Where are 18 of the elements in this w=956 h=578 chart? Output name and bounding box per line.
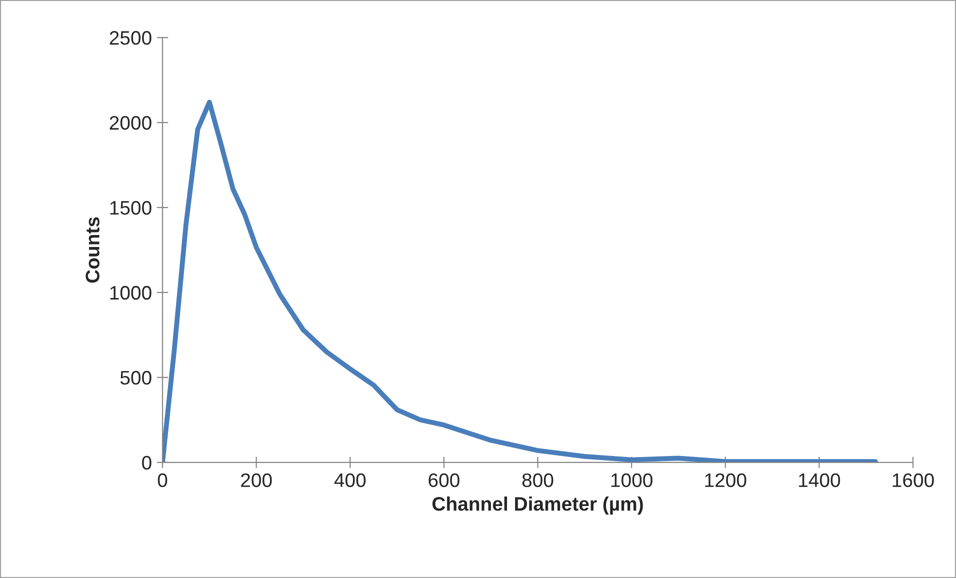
- y-tick-label: 1500: [110, 200, 152, 215]
- x-tick-label: 0: [158, 473, 168, 488]
- x-tick-label: 1000: [611, 473, 652, 488]
- x-tick-label: 400: [334, 473, 366, 488]
- x-tick-label: 1600: [892, 473, 934, 488]
- x-tick-label: 800: [522, 473, 554, 488]
- x-tick-label: 200: [241, 473, 272, 488]
- y-tick-label: 2500: [110, 31, 152, 45]
- line-series: [162, 100, 878, 462]
- y-tick-label: 2000: [110, 116, 152, 130]
- y-tick-label: 500: [120, 370, 152, 385]
- y-tick-label: 0: [142, 456, 152, 470]
- x-tick-label: 1200: [705, 473, 746, 488]
- x-axis-title: Channel Diameter (µm): [432, 496, 643, 515]
- x-tick-label: 600: [428, 473, 460, 488]
- y-tick-label: 1000: [110, 286, 152, 300]
- x-tick-label: 1400: [799, 473, 840, 488]
- y-axis-title: Counts: [86, 217, 100, 283]
